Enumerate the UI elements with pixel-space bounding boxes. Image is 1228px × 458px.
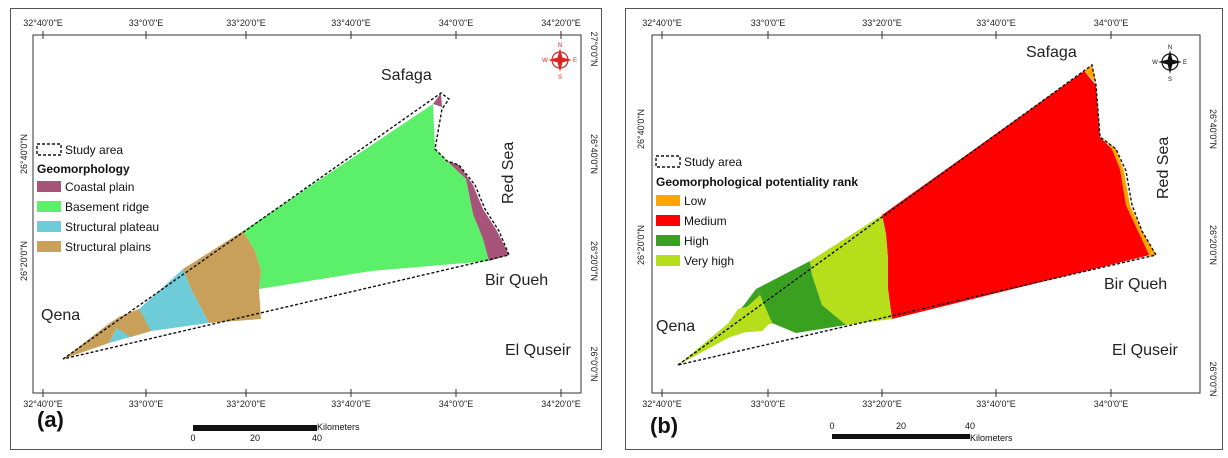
right-tick-label: 27°0'0"N: [589, 31, 599, 66]
potentiality-map: 32°40'0"E 33°0'0"E 33°20'0"E 33°40'0"E 3…: [636, 18, 1218, 443]
left-tick-label: 26°40'0"N: [636, 109, 646, 149]
place-label-safaga: Safaga: [381, 67, 432, 84]
legend-item-label: Structural plateau: [65, 220, 159, 234]
scale-unit: Kilometers: [970, 433, 1013, 443]
top-tick-label: 32°40'0"E: [23, 18, 63, 28]
legend-item-label: Medium: [684, 214, 727, 228]
compass-w: W: [542, 58, 548, 64]
bottom-tick-label: 34°0'0"E: [439, 399, 474, 409]
compass-s: S: [558, 75, 562, 81]
place-label-bir-queh: Bir Queh: [485, 272, 548, 289]
scale-unit: Kilometers: [317, 422, 360, 432]
panel-label: (a): [37, 407, 64, 432]
place-label-el-quseir: El Quseir: [505, 342, 571, 359]
compass-n: N: [1168, 45, 1172, 51]
bottom-tick-label: 34°20'0"E: [541, 399, 581, 409]
legend-swatch: [656, 235, 680, 246]
right-tick-label: 26°40'0"N: [589, 134, 599, 174]
compass-w: W: [1152, 60, 1158, 66]
legend-swatch: [656, 215, 680, 226]
legend-title: Geomorphological potentiality rank: [656, 175, 858, 189]
top-tick-label: 33°20'0"E: [226, 18, 266, 28]
bottom-tick-label: 33°40'0"E: [976, 399, 1016, 409]
study-area-map: [677, 63, 1158, 366]
place-label-el-quseir: El Quseir: [1112, 342, 1178, 359]
top-tick-label: 34°0'0"E: [439, 18, 474, 28]
legend-swatch: [37, 241, 61, 252]
legend-item-label: Very high: [684, 254, 734, 268]
place-label-qena: Qena: [656, 318, 695, 335]
legend-swatch: [37, 201, 61, 212]
scale-tick: 20: [250, 433, 260, 443]
map-panel-a: 32°40'0"E 33°0'0"E 33°20'0"E 33°40'0"E 3…: [10, 8, 602, 450]
bottom-tick-label: 34°0'0"E: [1094, 399, 1129, 409]
bottom-tick-label: 33°40'0"E: [331, 399, 371, 409]
bottom-tick-label: 32°40'0"E: [23, 399, 63, 409]
place-label-safaga: Safaga: [1026, 44, 1077, 61]
top-tick-label: 33°40'0"E: [331, 18, 371, 28]
study-area-map: [62, 92, 510, 360]
map-panel-b: 32°40'0"E 33°0'0"E 33°20'0"E 33°40'0"E 3…: [625, 8, 1223, 450]
legend-swatch: [656, 195, 680, 206]
legend-item-label: Structural plains: [65, 240, 151, 254]
legend-item-label: Basement ridge: [65, 200, 149, 214]
compass-n: N: [558, 43, 562, 49]
right-tick-label: 26°0'0"N: [589, 346, 599, 381]
right-tick-label: 26°40'0"N: [1208, 109, 1218, 149]
place-label-bir-queh: Bir Queh: [1104, 276, 1167, 293]
legend-item-label: High: [684, 234, 709, 248]
north-arrow-icon: N S E W: [1152, 45, 1187, 83]
legend-swatch: [37, 221, 61, 232]
scale-bar: Kilometers 0 20 40: [190, 422, 360, 443]
legend: Study area Geomorphology Coastal plain B…: [36, 143, 159, 254]
scale-tick: 40: [312, 433, 322, 443]
left-tick-label: 26°20'0"N: [19, 241, 29, 281]
legend-study-area: Study area: [684, 155, 742, 169]
legend-swatch: [37, 181, 61, 192]
compass-e: E: [1183, 60, 1187, 66]
legend-study-area: Study area: [65, 143, 123, 157]
right-tick-label: 26°20'0"N: [589, 241, 599, 281]
legend: Study area Geomorphological potentiality…: [655, 155, 858, 268]
left-tick-label: 26°40'0"N: [19, 134, 29, 174]
scale-bar: 0 20 40 Kilometers: [829, 421, 1013, 443]
compass-e: E: [573, 58, 577, 64]
legend-item-label: Coastal plain: [65, 180, 134, 194]
legend-swatch: [656, 255, 680, 266]
legend-item-label: Low: [684, 194, 706, 208]
top-tick-label: 33°0'0"E: [751, 18, 786, 28]
top-tick-label: 32°40'0"E: [642, 18, 682, 28]
place-label-qena: Qena: [41, 307, 80, 324]
panel-label: (b): [650, 413, 678, 438]
north-arrow-icon: N S E W: [542, 43, 577, 81]
legend-title: Geomorphology: [37, 162, 130, 176]
top-tick-label: 34°0'0"E: [1094, 18, 1129, 28]
place-label-red-sea: Red Sea: [1155, 137, 1172, 199]
bottom-tick-label: 33°0'0"E: [129, 399, 164, 409]
bottom-tick-label: 32°40'0"E: [642, 399, 682, 409]
scale-tick: 20: [896, 421, 906, 431]
right-tick-label: 26°0'0"N: [1208, 361, 1218, 396]
scale-tick: 0: [829, 421, 834, 431]
bottom-tick-label: 33°20'0"E: [862, 399, 902, 409]
top-tick-label: 33°20'0"E: [862, 18, 902, 28]
scale-tick: 40: [965, 421, 975, 431]
place-label-red-sea: Red Sea: [500, 142, 517, 204]
left-tick-label: 26°20'0"N: [636, 225, 646, 265]
scale-tick: 0: [190, 433, 195, 443]
right-tick-label: 26°20'0"N: [1208, 225, 1218, 265]
bottom-tick-label: 33°0'0"E: [751, 399, 786, 409]
top-tick-label: 34°20'0"E: [541, 18, 581, 28]
compass-s: S: [1168, 77, 1172, 83]
bottom-tick-label: 33°20'0"E: [226, 399, 266, 409]
top-tick-label: 33°0'0"E: [129, 18, 164, 28]
geomorphology-map: 32°40'0"E 33°0'0"E 33°20'0"E 33°40'0"E 3…: [19, 18, 599, 443]
top-tick-label: 33°40'0"E: [976, 18, 1016, 28]
